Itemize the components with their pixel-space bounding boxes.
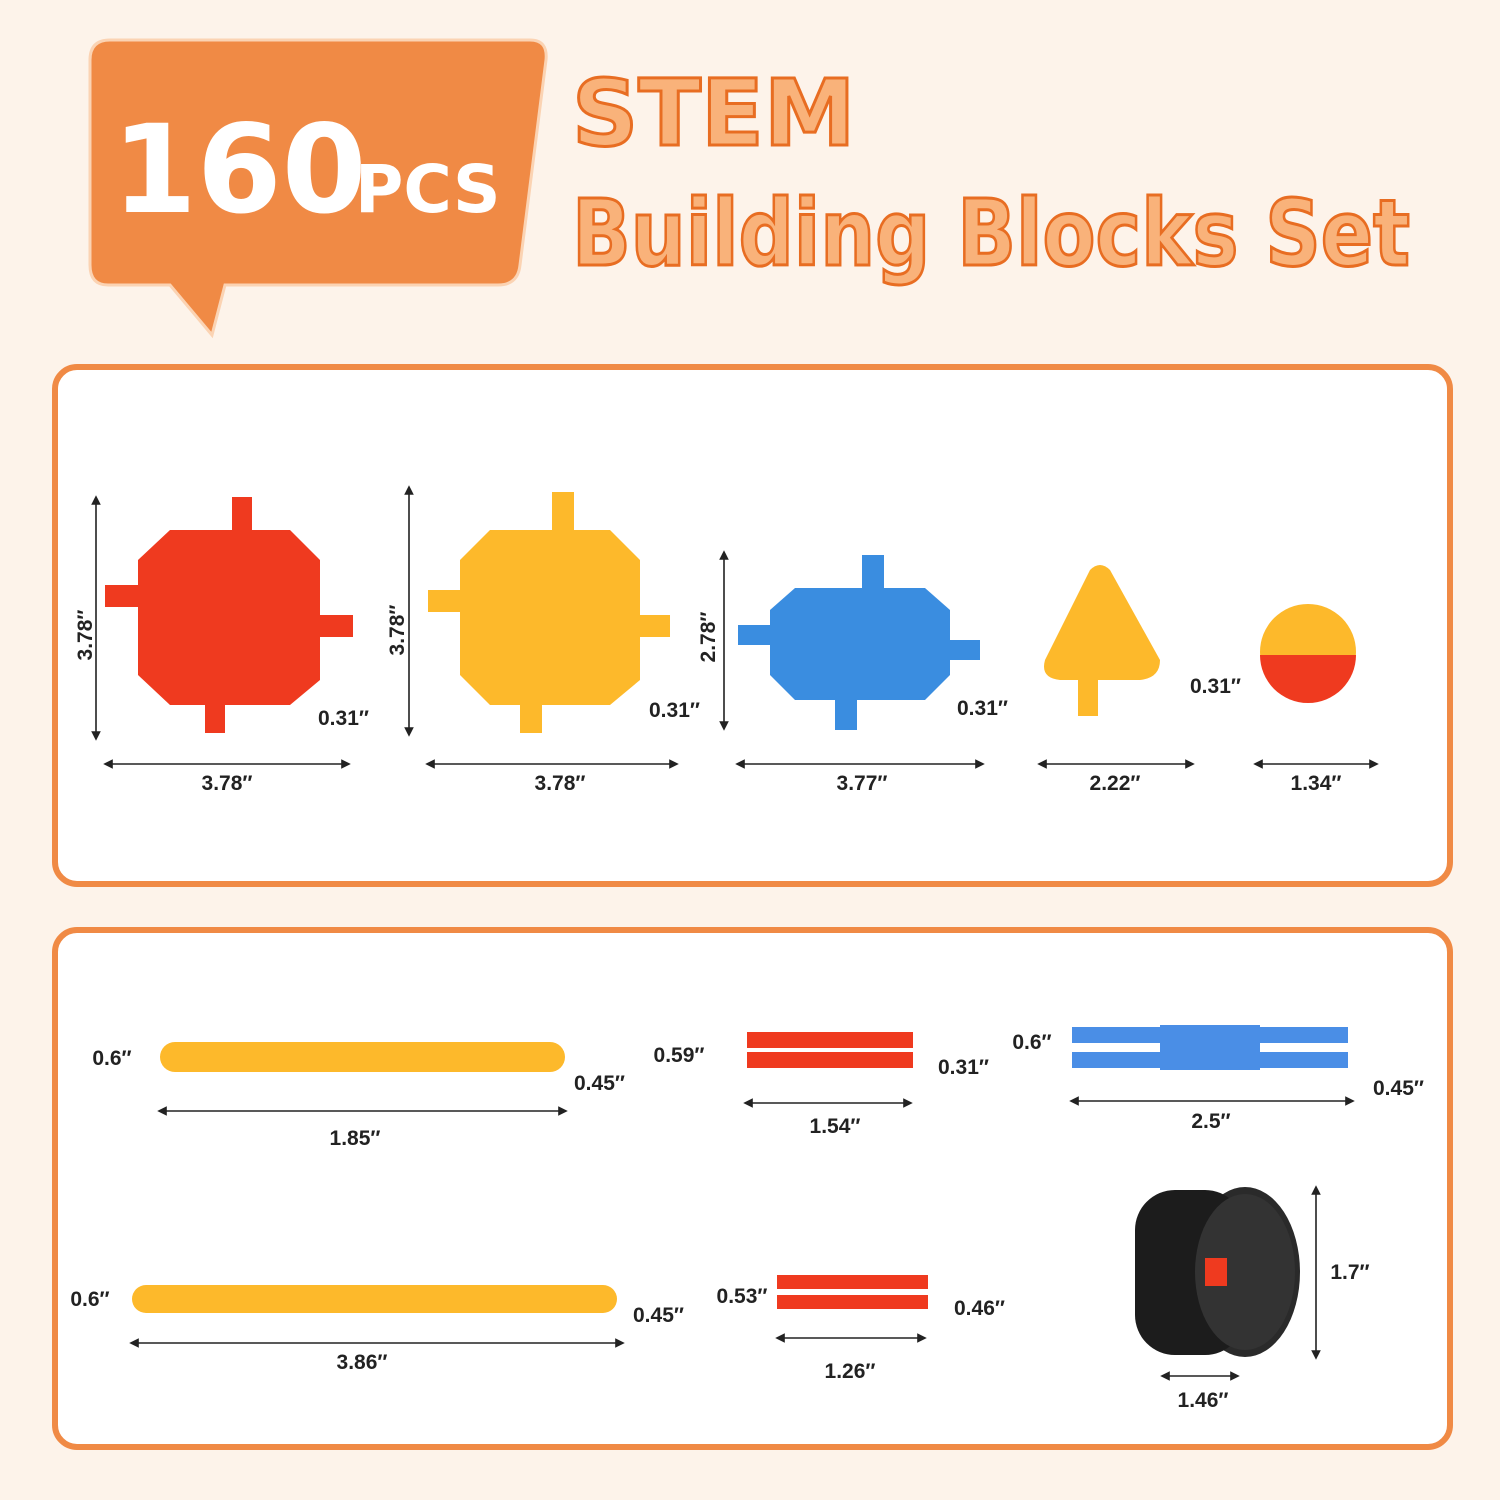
piece [460,530,640,705]
dim-label: 1.46″ [1178,1389,1229,1412]
tab [638,615,670,637]
piece [138,530,320,705]
dim-label: 3.78″ [74,610,97,661]
piece [132,1285,617,1313]
dim-label: 0.45″ [574,1072,625,1095]
axle [1205,1258,1227,1286]
dim-label: 3.78″ [386,605,409,656]
piece [777,1275,928,1309]
dim-label: 0.31″ [957,697,1008,720]
dim-label: 0.31″ [649,699,700,722]
dim-label: 3.77″ [837,772,888,795]
tab [1078,678,1098,716]
dim-label: 3.86″ [337,1351,388,1374]
tab [428,590,463,612]
badge [88,38,548,339]
dim-label: 0.45″ [633,1304,684,1327]
dim-label: 0.6″ [70,1288,109,1311]
dim-label: 0.53″ [717,1285,768,1308]
dim-label: 3.78″ [202,772,253,795]
tab [835,698,857,730]
tab [948,640,980,660]
dim-label: 0.31″ [1190,675,1241,698]
piece [1044,565,1160,680]
ball-half [1260,655,1356,703]
dimension-arrows [91,485,1379,1381]
unit: PCS [355,151,501,228]
pieces [105,492,1356,1357]
piece-core [1160,1025,1260,1070]
dim-label: 0.45″ [1373,1077,1424,1100]
tab [232,497,252,532]
tab [520,703,542,733]
dim-label: 1.26″ [825,1360,876,1383]
tab [205,703,225,733]
dim-label: 1.7″ [1330,1261,1369,1284]
dim-label: 0.31″ [318,707,369,730]
tab [862,555,884,590]
piece [160,1042,565,1072]
dim-label: 0.31″ [938,1056,989,1079]
tab [105,585,140,607]
dim-label: 0.46″ [954,1297,1005,1320]
title-line: STEM [572,60,855,167]
dim-label: 2.5″ [1191,1110,1230,1133]
dim-label: 1.85″ [330,1127,381,1150]
dim-label: 1.34″ [1291,772,1342,795]
dim-label: 0.6″ [92,1047,131,1070]
count: 160 [112,99,367,241]
title-line: Building Blocks Set [572,180,1410,287]
dim-label: 1.54″ [810,1115,861,1138]
tab [318,615,353,637]
tab [738,625,773,645]
dim-label: 3.78″ [535,772,586,795]
tab [552,492,574,532]
dim-label: 2.78″ [697,612,720,663]
piece [770,588,950,700]
wheel-face [1195,1194,1295,1350]
dim-label: 2.22″ [1090,772,1141,795]
dim-label: 0.6″ [1012,1031,1051,1054]
dim-label: 0.59″ [654,1044,705,1067]
dimension-labels: 3.78″ 0.31″ 3.78″ 3.78″ 0.31″ 3.78″ 2.78… [70,605,1424,1412]
piece [747,1032,913,1068]
